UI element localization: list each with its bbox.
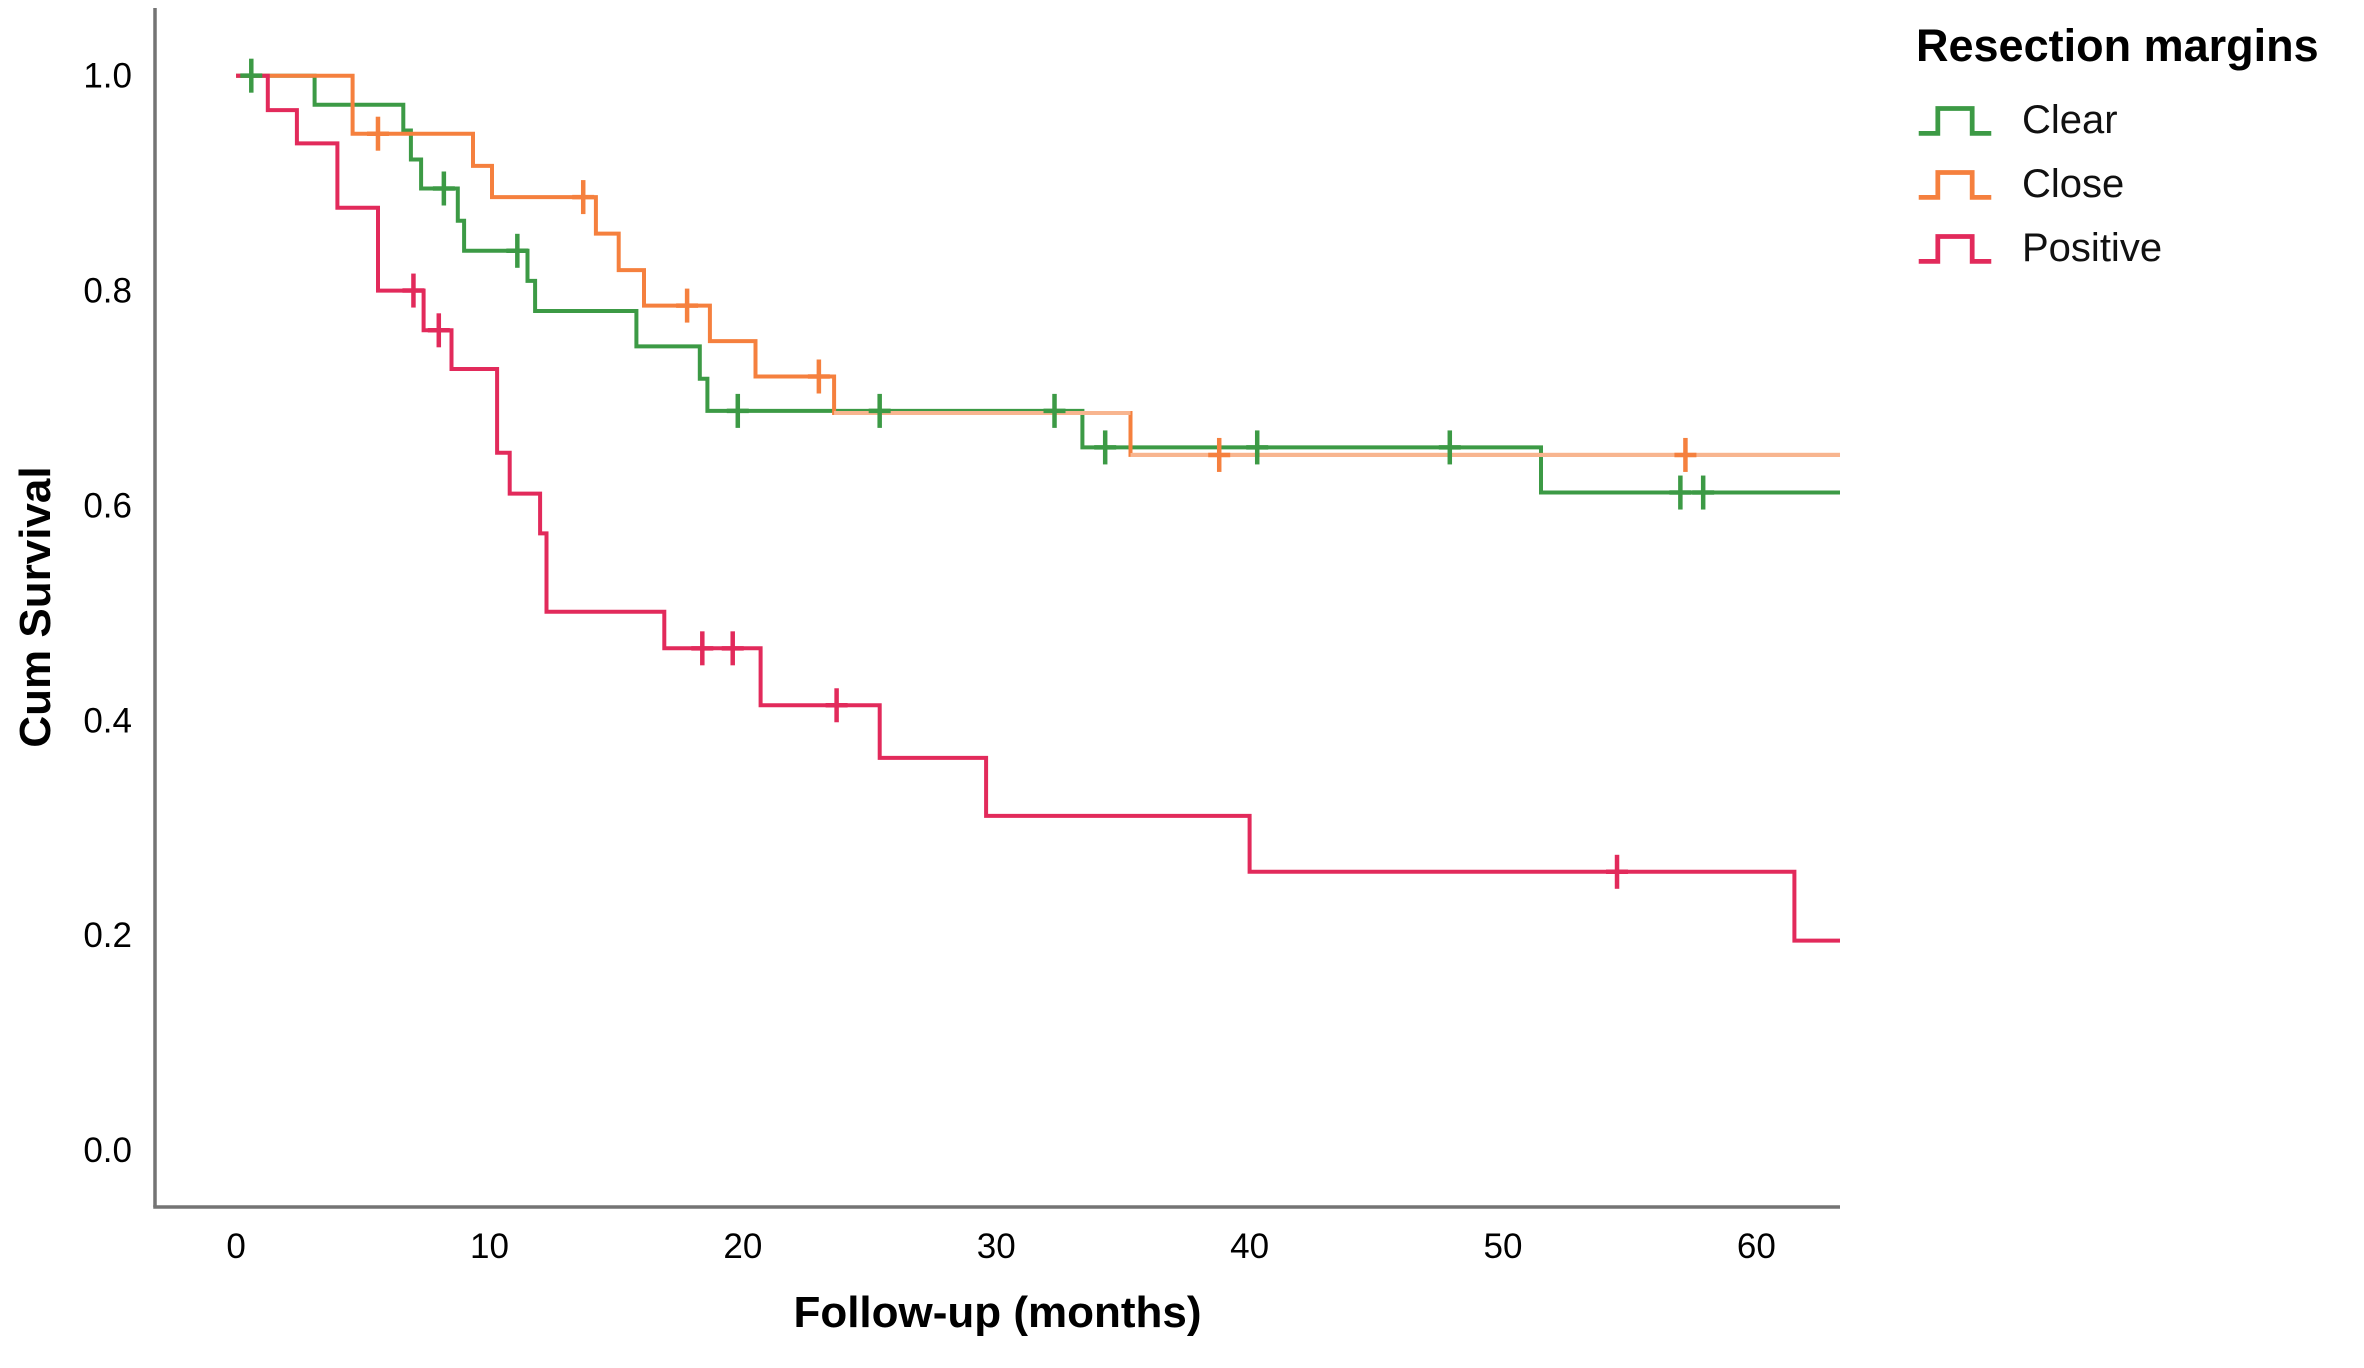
y-tick-label: 0.6 — [83, 486, 132, 525]
censor-mark-close — [366, 116, 389, 151]
survival-curves — [236, 73, 1840, 943]
censor-mark-clear — [1438, 430, 1461, 465]
legend-label-positive: Positive — [2022, 225, 2163, 270]
x-axis-title: Follow-up (months) — [793, 1288, 1202, 1337]
x-tick-label: 20 — [723, 1227, 762, 1266]
x-tick-label: 10 — [470, 1227, 509, 1266]
censor-mark-clear — [1043, 393, 1066, 428]
series-curve-positive — [236, 73, 1840, 943]
legend: Resection margins Clear Close Positive — [1916, 20, 2364, 280]
legend-label-clear: Clear — [2022, 97, 2118, 142]
step-line-icon — [1918, 106, 1992, 136]
censor-mark-clear — [1692, 475, 1715, 510]
x-tick-label: 40 — [1230, 1227, 1269, 1266]
step-line-icon — [1918, 170, 1992, 200]
censor-mark-close — [1208, 437, 1231, 472]
legend-title: Resection margins — [1916, 20, 2319, 71]
step-line-icon — [1918, 234, 1992, 264]
series-curve-close — [236, 73, 1840, 457]
censor-mark-positive — [402, 273, 425, 308]
censor-mark-positive — [427, 313, 450, 348]
y-axis-tick-labels: 0.0 0.2 0.4 0.6 0.8 1.0 — [83, 57, 132, 1170]
censor-mark-close — [572, 180, 595, 215]
axes — [153, 8, 1840, 1209]
censor-mark-clear — [506, 233, 529, 268]
censor-mark-positive — [1606, 854, 1629, 889]
censor-mark-close — [676, 288, 699, 323]
y-axis-title: Cum Survival — [11, 466, 60, 748]
y-tick-label: 0.4 — [83, 701, 132, 740]
x-axis-tick-labels: 0 10 20 30 40 50 60 — [226, 1227, 1776, 1266]
legend-item-close: Close — [1916, 152, 2364, 216]
legend-item-positive: Positive — [1916, 216, 2364, 280]
y-tick-label: 1.0 — [83, 57, 132, 96]
censor-mark-clear — [726, 393, 749, 428]
censor-mark-close — [1674, 437, 1697, 472]
series-curve-clear — [236, 73, 1840, 495]
censor-mark-clear — [868, 393, 891, 428]
x-tick-label: 0 — [226, 1227, 245, 1266]
censor-mark-positive — [691, 631, 714, 666]
censor-mark-clear — [1246, 430, 1269, 465]
x-tick-label: 60 — [1737, 1227, 1776, 1266]
censor-mark-clear — [432, 171, 455, 206]
censor-mark-close — [807, 359, 830, 394]
censor-mark-positive — [825, 688, 848, 723]
censor-marks — [240, 58, 1715, 889]
y-tick-label: 0.8 — [83, 272, 132, 311]
legend-item-clear: Clear — [1916, 88, 2364, 152]
censor-mark-clear — [240, 58, 263, 93]
censor-mark-clear — [1669, 475, 1692, 510]
censor-mark-positive — [721, 631, 744, 666]
x-tick-label: 30 — [977, 1227, 1016, 1266]
y-tick-label: 0.0 — [83, 1131, 132, 1170]
legend-label-close: Close — [2022, 161, 2125, 206]
y-tick-label: 0.2 — [83, 916, 132, 955]
x-tick-label: 50 — [1484, 1227, 1523, 1266]
censor-mark-clear — [1094, 430, 1117, 465]
